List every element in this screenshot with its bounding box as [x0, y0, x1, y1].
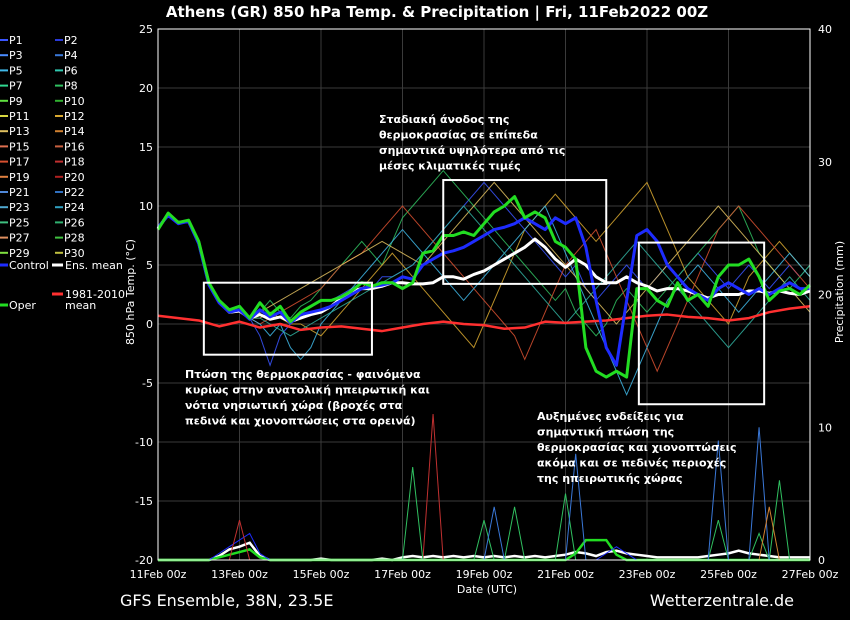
legend-label-control: Control — [9, 259, 49, 272]
chart-title: Athens (GR) 850 hPa Temp. & Precipitatio… — [166, 3, 708, 22]
legend-label-P1: P1 — [9, 34, 23, 47]
y-tick-label-3: 10 — [139, 200, 153, 213]
legend-label-ens-mean: Ens. mean — [65, 259, 123, 272]
x-axis-ticks: 11Feb 00z 13Feb 00z 15Feb 00z 17Feb 00z 19Fe… — [130, 568, 839, 581]
legend: P1 P2 P3 P4 P5 P6 P7 P8 P9 P10 P11 P12 P13 P14 P15 P16 P… — [0, 34, 125, 312]
legend-label-P23: P23 — [9, 201, 30, 214]
y-tick-label-0: 25 — [139, 23, 153, 36]
member-line-1 — [157, 169, 811, 337]
legend-label-P14: P14 — [64, 125, 85, 138]
annotation-box-2 — [442, 179, 608, 285]
annotation-text-box-3-3: ακόμα και σε πεδινές περιοχές — [537, 457, 726, 470]
legend-label-P6: P6 — [64, 64, 78, 77]
legend-label-climate-1: 1981-2010 — [65, 288, 125, 301]
y2-tick-label-3: 10 — [818, 421, 832, 434]
annotation-boxes: Πτώση της θερμοκρασίας - φαινόμενα κυρίως… — [185, 113, 766, 485]
legend-label-P13: P13 — [9, 125, 30, 138]
legend-label-P12: P12 — [64, 110, 85, 123]
annotation-box-3 — [637, 241, 766, 406]
annotation-text-box-1-0: Πτώση της θερμοκρασίας - φαινόμενα — [185, 368, 421, 381]
series-line-0 — [157, 305, 811, 333]
annotation-text-box-3-4: της ηπειρωτικής χώρας — [537, 472, 683, 485]
y-tick-label-8: -15 — [135, 495, 153, 508]
legend-label-P11: P11 — [9, 110, 30, 123]
annotation-text-box-2-0: Σταδιακή άνοδος της — [379, 113, 509, 126]
legend-label-P20: P20 — [64, 171, 85, 184]
y2-tick-label-1: 30 — [818, 156, 832, 169]
legend-label-P18: P18 — [64, 156, 85, 169]
y-tick-label-9: -20 — [135, 554, 153, 567]
x-axis-label: Date (UTC) — [457, 583, 517, 596]
legend-label-oper: Oper — [9, 299, 36, 312]
x-tick-label-0: 11Feb 00z — [130, 568, 187, 581]
x-tick-label-7: 25Feb 00z — [700, 568, 757, 581]
legend-label-P5: P5 — [9, 64, 23, 77]
footer-source: Wetterzentrale.de — [650, 591, 794, 610]
x-tick-label-8: 27Feb 00z — [782, 568, 839, 581]
y-tick-label-6: -5 — [142, 377, 153, 390]
legend-label-P10: P10 — [64, 95, 85, 108]
y-axis-ticks: 25 20 15 10 5 0 -5 -10 -15 -20 — [135, 23, 153, 567]
y-tick-label-1: 20 — [139, 82, 153, 95]
y2-axis-ticks: 40 30 20 10 0 — [818, 23, 832, 567]
annotation-text-box-3-2: θερμοκρασίας και χιονοπτώσεις — [537, 441, 736, 454]
x-tick-label-4: 19Feb 00z — [456, 568, 513, 581]
annotation-text-box-2-1: θερμοκρασίας σε επίπεδα — [379, 129, 538, 142]
legend-label-P16: P16 — [64, 140, 85, 153]
annotation-text-box-3-1: σημαντική πτώση της — [537, 426, 674, 439]
legend-label-P17: P17 — [9, 156, 30, 169]
annotation-text-box-1-3: πεδινά και χιονοπτώσεις στα ορεινά) — [185, 415, 416, 428]
plot-frame — [157, 28, 811, 561]
y-axis-label: 850 hPa Temp. (°C) — [124, 239, 137, 345]
annotation-box-1 — [202, 281, 373, 356]
legend-label-P3: P3 — [9, 49, 23, 62]
member-line-4 — [157, 205, 811, 397]
annotation-text-box-1-2: νότια νησιωτική χώρα (βροχές στα — [185, 399, 403, 412]
legend-label-P27: P27 — [9, 232, 30, 245]
y2-axis-label: Precipitation (mm) — [833, 241, 846, 343]
x-tick-label-2: 15Feb 00z — [293, 568, 350, 581]
legend-label-P22: P22 — [64, 186, 85, 199]
member-line-5 — [157, 181, 811, 325]
legend-label-P19: P19 — [9, 171, 30, 184]
legend-label-P4: P4 — [64, 49, 78, 62]
y-tick-label-2: 15 — [139, 141, 153, 154]
legend-label-P26: P26 — [64, 216, 85, 229]
annotation-text-box-3-0: Αυξημένες ενδείξεις για — [537, 410, 684, 423]
legend-label-P15: P15 — [9, 140, 30, 153]
legend-label-P24: P24 — [64, 201, 85, 214]
x-tick-label-5: 21Feb 00z — [537, 568, 594, 581]
x-tick-label-6: 23Feb 00z — [619, 568, 676, 581]
x-tick-label-1: 13Feb 00z — [211, 568, 268, 581]
y2-tick-label-4: 0 — [818, 554, 825, 567]
x-tick-label-3: 17Feb 00z — [374, 568, 431, 581]
legend-label-P30: P30 — [64, 247, 85, 260]
legend-label-P7: P7 — [9, 80, 23, 93]
y2-tick-label-0: 40 — [818, 23, 832, 36]
legend-label-P29: P29 — [9, 247, 30, 260]
member-line-6 — [157, 205, 811, 349]
legend-label-P25: P25 — [9, 216, 30, 229]
legend-label-P8: P8 — [64, 80, 78, 93]
y-tick-label-5: 0 — [146, 318, 153, 331]
legend-label-climate-2: mean — [65, 299, 96, 312]
legend-label-P9: P9 — [9, 95, 23, 108]
series-line-3 — [156, 195, 812, 379]
main-series — [156, 195, 812, 379]
legend-label-P21: P21 — [9, 186, 30, 199]
annotation-text-box-1-1: κυρίως στην ανατολική ηπειρωτική και — [185, 384, 430, 397]
y-tick-label-4: 5 — [146, 259, 153, 272]
annotation-text-box-2-3: μέσες κλιματικές τιμές — [379, 160, 521, 173]
annotation-text-box-2-2: σημαντικά υψηλότερα από τις — [379, 144, 565, 157]
footer-model: GFS Ensemble, 38N, 23.5E — [120, 591, 333, 610]
y-tick-label-7: -10 — [135, 436, 153, 449]
legend-label-P28: P28 — [64, 232, 85, 245]
legend-label-P2: P2 — [64, 34, 78, 47]
y2-tick-label-2: 20 — [818, 289, 832, 302]
